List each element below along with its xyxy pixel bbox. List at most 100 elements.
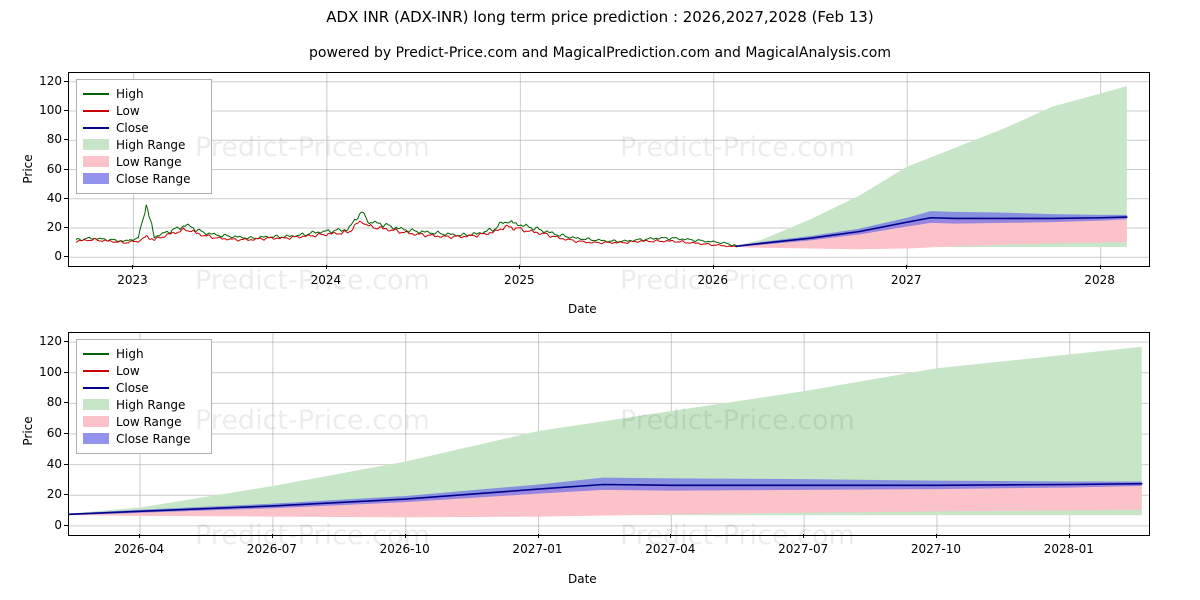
y-axis-tick-label: 0 [54, 517, 62, 532]
watermark: Predict-Price.com [620, 405, 855, 436]
y-axis-tick-label: 0 [54, 249, 62, 264]
bottom-legend: High Low Close High Range Low Range Close Ran… [76, 339, 212, 454]
page-subtitle: powered by Predict-Price.com and Magical… [309, 45, 891, 61]
y-axis-tick-mark [64, 197, 68, 199]
x-axis-tick-mark [404, 534, 406, 538]
legend-swatch-icon [83, 433, 109, 444]
legend-swatch-icon [83, 156, 109, 167]
y-axis-tick-mark [64, 226, 68, 228]
legend-label: Low Range [116, 414, 182, 429]
watermark: Predict-Price.com [195, 405, 430, 436]
bottom-xlabel: Date [568, 572, 597, 586]
x-axis-tick-mark [132, 265, 134, 269]
y-axis-tick-label: 40 [46, 456, 62, 471]
y-axis-tick-label: 20 [46, 487, 62, 502]
legend-swatch-icon [83, 88, 109, 99]
legend-swatch-icon [83, 105, 109, 116]
legend-item-close: Close [83, 379, 203, 396]
legend-label: High Range [116, 397, 186, 412]
legend-swatch-icon [83, 382, 109, 393]
x-axis-tick-mark [325, 265, 327, 269]
x-axis-tick-mark [803, 534, 805, 538]
legend-swatch-icon [83, 416, 109, 427]
x-axis-tick-mark [935, 534, 937, 538]
top-plot-area [68, 72, 1150, 267]
legend-label: Low [116, 103, 140, 118]
legend-label: Close [116, 120, 149, 135]
y-axis-tick-label: 100 [39, 364, 62, 379]
legend-label: High [116, 346, 144, 361]
y-axis-tick-mark [64, 256, 68, 258]
y-axis-tick-label: 100 [39, 103, 62, 117]
y-axis-tick-label: 120 [39, 73, 62, 88]
x-axis-tick-label: 2026-07 [246, 542, 297, 556]
y-axis-tick-mark [64, 433, 68, 434]
watermark: Predict-Price.com [620, 520, 855, 551]
y-axis-tick-label: 60 [46, 161, 62, 176]
legend-label: Low Range [116, 154, 182, 169]
legend-swatch-icon [83, 348, 109, 359]
legend-label: High Range [116, 137, 186, 152]
legend-swatch-icon [83, 139, 109, 150]
legend-swatch-icon [83, 122, 109, 133]
y-axis-tick-label: 40 [46, 190, 62, 205]
x-axis-tick-mark [271, 534, 273, 538]
y-axis-tick-label: 80 [46, 395, 62, 410]
watermark: Predict-Price.com [195, 520, 430, 551]
bottom-plot-area [68, 332, 1150, 536]
watermark: Predict-Price.com [620, 132, 855, 163]
x-axis-tick-label: 2027-07 [778, 542, 829, 556]
top-legend: High Low Close High Range Low Range Close Ran… [76, 79, 212, 194]
legend-label: Close Range [116, 171, 191, 186]
legend-item-low-range: Low Range [83, 153, 203, 170]
legend-swatch-icon [83, 173, 109, 184]
x-axis-tick-label: 2027-04 [645, 542, 696, 556]
y-axis-tick-label: 20 [46, 219, 62, 234]
legend-item-low: Low [83, 102, 203, 119]
x-axis-tick-mark [712, 265, 714, 269]
legend-label: Low [116, 363, 140, 378]
y-axis-tick-mark [64, 494, 68, 496]
x-axis-tick-label: 2026 [697, 273, 729, 287]
y-axis-tick-mark [64, 463, 68, 465]
watermark: Predict-Price.com [620, 265, 855, 296]
watermark: Predict-Price.com [195, 132, 430, 163]
x-axis-tick-mark [139, 534, 141, 538]
page-title: ADX INR (ADX-INR) long term price predic… [326, 8, 874, 26]
legend-item-high: High [83, 345, 203, 362]
x-axis-tick-mark [519, 265, 521, 269]
legend-label: Close Range [116, 431, 191, 446]
x-axis-tick-label: 2026-10 [379, 542, 430, 556]
y-axis-tick-label: 120 [39, 334, 62, 349]
y-axis-tick-label: 60 [46, 426, 62, 440]
legend-item-low-range: Low Range [83, 413, 203, 430]
y-axis-tick-mark [64, 80, 68, 82]
legend-item-close-range: Close Range [83, 430, 203, 447]
watermark: Predict-Price.com [195, 265, 430, 296]
x-axis-tick-label: 2024 [310, 273, 342, 287]
y-axis-tick-mark [64, 110, 68, 111]
x-axis-tick-mark [1068, 534, 1070, 538]
legend-swatch-icon [83, 365, 109, 376]
top-xlabel: Date [568, 302, 597, 316]
legend-item-high: High [83, 85, 203, 102]
y-axis-tick-mark [64, 402, 68, 404]
y-axis-tick-label: 80 [46, 132, 62, 147]
x-axis-tick-label: 2027-01 [512, 542, 563, 556]
legend-item-low: Low [83, 362, 203, 379]
legend-label: Close [116, 380, 149, 395]
legend-item-high-range: High Range [83, 396, 203, 413]
y-axis-tick-mark [64, 139, 68, 141]
x-axis-tick-mark [906, 265, 908, 269]
x-axis-tick-mark [1099, 265, 1101, 269]
y-axis-tick-mark [64, 168, 68, 170]
x-axis-tick-label: 2023 [117, 273, 148, 287]
x-axis-tick-label: 2027-10 [910, 542, 962, 556]
x-axis-tick-label: 2027 [890, 273, 922, 287]
y-axis-tick-mark [64, 371, 68, 373]
legend-swatch-icon [83, 399, 109, 410]
legend-label: High [116, 86, 144, 101]
x-axis-tick-label: 2028 [1084, 273, 1115, 287]
legend-item-close: Close [83, 119, 203, 136]
x-axis-tick-mark [670, 534, 672, 538]
